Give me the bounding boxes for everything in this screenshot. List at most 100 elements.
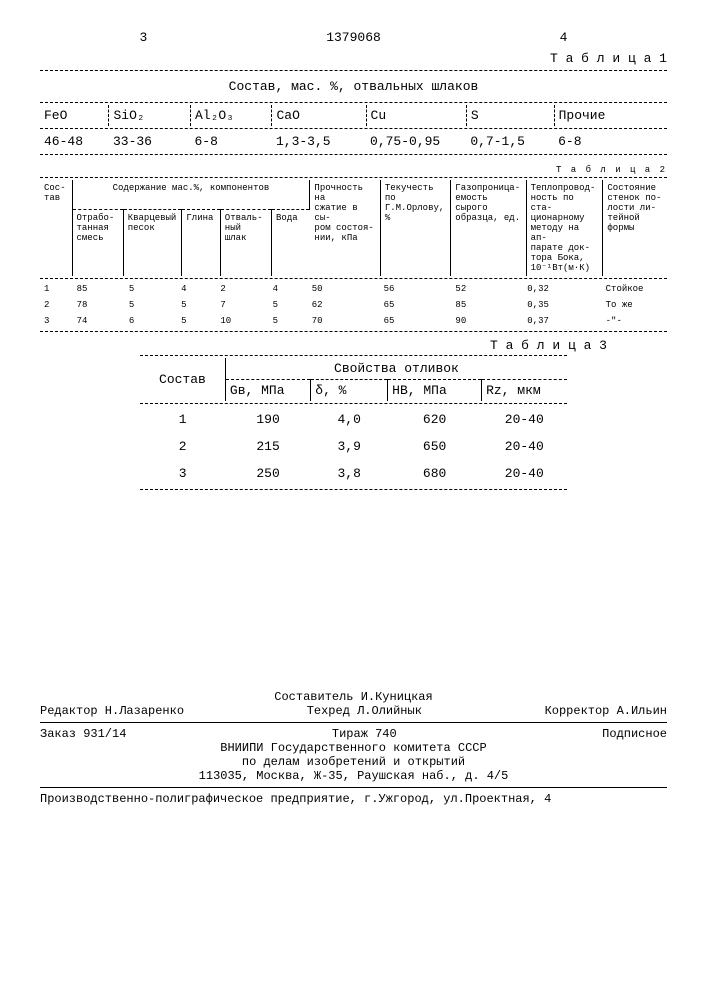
th-components-group: Содержание мас.%, компонентов bbox=[72, 180, 310, 210]
cell: 52 bbox=[451, 281, 523, 297]
cell: 4,0 bbox=[311, 406, 388, 433]
cell: 56 bbox=[380, 281, 452, 297]
table3-row: 32503,868020-40 bbox=[140, 460, 567, 487]
table2-header-row: Сос- тав Содержание мас.%, компонентов П… bbox=[40, 180, 667, 210]
cell: 50 bbox=[308, 281, 380, 297]
th-cao: CaO bbox=[272, 105, 366, 126]
cell: 1 bbox=[40, 281, 73, 297]
cell: 620 bbox=[388, 406, 482, 433]
cell: 90 bbox=[451, 313, 523, 329]
table1-caption: Состав, мас. %, отвальных шлаков bbox=[40, 73, 667, 100]
cell: -"- bbox=[602, 313, 667, 329]
table3-header-row: Состав Свойства отливок bbox=[140, 358, 567, 380]
th-properties-group: Свойства отливок bbox=[225, 358, 567, 380]
cell: 1 bbox=[140, 406, 225, 433]
cell: 65 bbox=[380, 313, 452, 329]
cell: 74 bbox=[73, 313, 125, 329]
cell: 5 bbox=[125, 281, 177, 297]
cell: 250 bbox=[225, 460, 310, 487]
tirazh: Тираж 740 bbox=[332, 727, 397, 741]
cell: 20-40 bbox=[482, 460, 567, 487]
table1-row: 46-48 33-36 6-8 1,3-3,5 0,75-0,95 0,7-1,… bbox=[40, 131, 667, 152]
cell: 4 bbox=[177, 281, 216, 297]
th-permeability: Газопроница- емость сырого образца, ед. bbox=[451, 180, 526, 276]
cell: 20-40 bbox=[482, 406, 567, 433]
cell: 0,37 bbox=[523, 313, 601, 329]
cell: 6-8 bbox=[190, 131, 272, 152]
divider bbox=[40, 177, 667, 178]
th-sostav: Состав bbox=[140, 358, 225, 401]
cell: 3,8 bbox=[311, 460, 388, 487]
th-other: Прочие bbox=[554, 105, 667, 126]
org1: ВНИИПИ Государственного комитета СССР bbox=[40, 741, 667, 755]
table3-row: 11904,062020-40 bbox=[140, 406, 567, 433]
order-row: Заказ 931/14 Тираж 740 Подписное bbox=[40, 727, 667, 741]
divider bbox=[140, 355, 567, 356]
cell: 2 bbox=[216, 281, 268, 297]
table2: Сос- тав Содержание мас.%, компонентов П… bbox=[40, 180, 667, 276]
org2: по делам изобретений и открытий bbox=[40, 755, 667, 769]
cell: 46-48 bbox=[40, 131, 109, 152]
cell: 680 bbox=[388, 460, 482, 487]
th-gb: Gв, МПа bbox=[225, 380, 310, 402]
table2-row: 27855756265850,35То же bbox=[40, 297, 667, 313]
cell: 1,3-3,5 bbox=[272, 131, 366, 152]
divider bbox=[40, 70, 667, 71]
cell: 215 bbox=[225, 433, 310, 460]
cell: 190 bbox=[225, 406, 310, 433]
th-slag: Отваль- ный шлак bbox=[220, 210, 271, 276]
cell: 0,32 bbox=[523, 281, 601, 297]
divider bbox=[40, 102, 667, 103]
th-water: Вода bbox=[272, 210, 310, 276]
th-state: Состояние стенок по- лости ли- тейной фо… bbox=[603, 180, 667, 276]
cell: 10 bbox=[216, 313, 268, 329]
cell: 3 bbox=[40, 313, 73, 329]
footorial-row: Редактор Н.Лазаренко Техред Л.Олийнык Ко… bbox=[40, 704, 667, 718]
divider bbox=[140, 489, 567, 490]
table1-label: Т а б л и ц а 1 bbox=[40, 51, 667, 66]
table1-body: 46-48 33-36 6-8 1,3-3,5 0,75-0,95 0,7-1,… bbox=[40, 131, 667, 152]
cell: 5 bbox=[269, 313, 308, 329]
cell: 2 bbox=[140, 433, 225, 460]
th-delta: δ, % bbox=[311, 380, 388, 402]
editor: Редактор Н.Лазаренко bbox=[40, 704, 184, 718]
table3-header: Состав Свойства отливок Gв, МПа δ, % HB,… bbox=[140, 358, 567, 401]
th-al2o3: Al₂O₃ bbox=[190, 105, 272, 126]
th-cu: Cu bbox=[366, 105, 466, 126]
cell: 85 bbox=[451, 297, 523, 313]
table2-label: Т а б л и ц а 2 bbox=[40, 165, 667, 175]
divider bbox=[40, 331, 667, 332]
table1-header-row: FeO SiO₂ Al₂O₃ CaO Cu S Прочие bbox=[40, 105, 667, 126]
cell: 78 bbox=[73, 297, 125, 313]
compiler: Составитель И.Куницкая bbox=[40, 690, 667, 704]
cell: 5 bbox=[125, 297, 177, 313]
table2-body: 18554245056520,32Стойкое27855756265850,3… bbox=[40, 281, 667, 329]
table2-row: 374651057065900,37-"- bbox=[40, 313, 667, 329]
cell: 0,35 bbox=[523, 297, 601, 313]
subscription: Подписное bbox=[602, 727, 667, 741]
cell: То же bbox=[602, 297, 667, 313]
table2-row: 18554245056520,32Стойкое bbox=[40, 281, 667, 297]
th-clay: Глина bbox=[182, 210, 220, 276]
table3-row: 22153,965020-40 bbox=[140, 433, 567, 460]
org-block: ВНИИПИ Государственного комитета СССР по… bbox=[40, 741, 667, 783]
th-sostav: Сос- тав bbox=[40, 180, 72, 276]
order: Заказ 931/14 bbox=[40, 727, 126, 741]
cell: 65 bbox=[380, 297, 452, 313]
divider bbox=[40, 154, 667, 155]
th-sand: Кварцевый песок bbox=[123, 210, 182, 276]
cell: 70 bbox=[308, 313, 380, 329]
printer: Производственно-полиграфическое предприя… bbox=[40, 792, 667, 806]
th-rz: Rz, мкм bbox=[482, 380, 567, 402]
cell: 62 bbox=[308, 297, 380, 313]
footer: Составитель И.Куницкая Редактор Н.Лазаре… bbox=[40, 690, 667, 806]
th-thermal: Теплопровод- ность по ста- ционарному ме… bbox=[526, 180, 603, 276]
th-hb: HB, МПа bbox=[388, 380, 482, 402]
divider bbox=[40, 278, 667, 279]
cell: 20-40 bbox=[482, 433, 567, 460]
table3-label: Т а б л и ц а 3 bbox=[40, 338, 607, 353]
cell: 5 bbox=[177, 313, 216, 329]
page-header: 3 1379068 4 bbox=[40, 30, 667, 45]
patent-number: 1379068 bbox=[250, 30, 457, 45]
col-number-left: 3 bbox=[40, 30, 247, 45]
